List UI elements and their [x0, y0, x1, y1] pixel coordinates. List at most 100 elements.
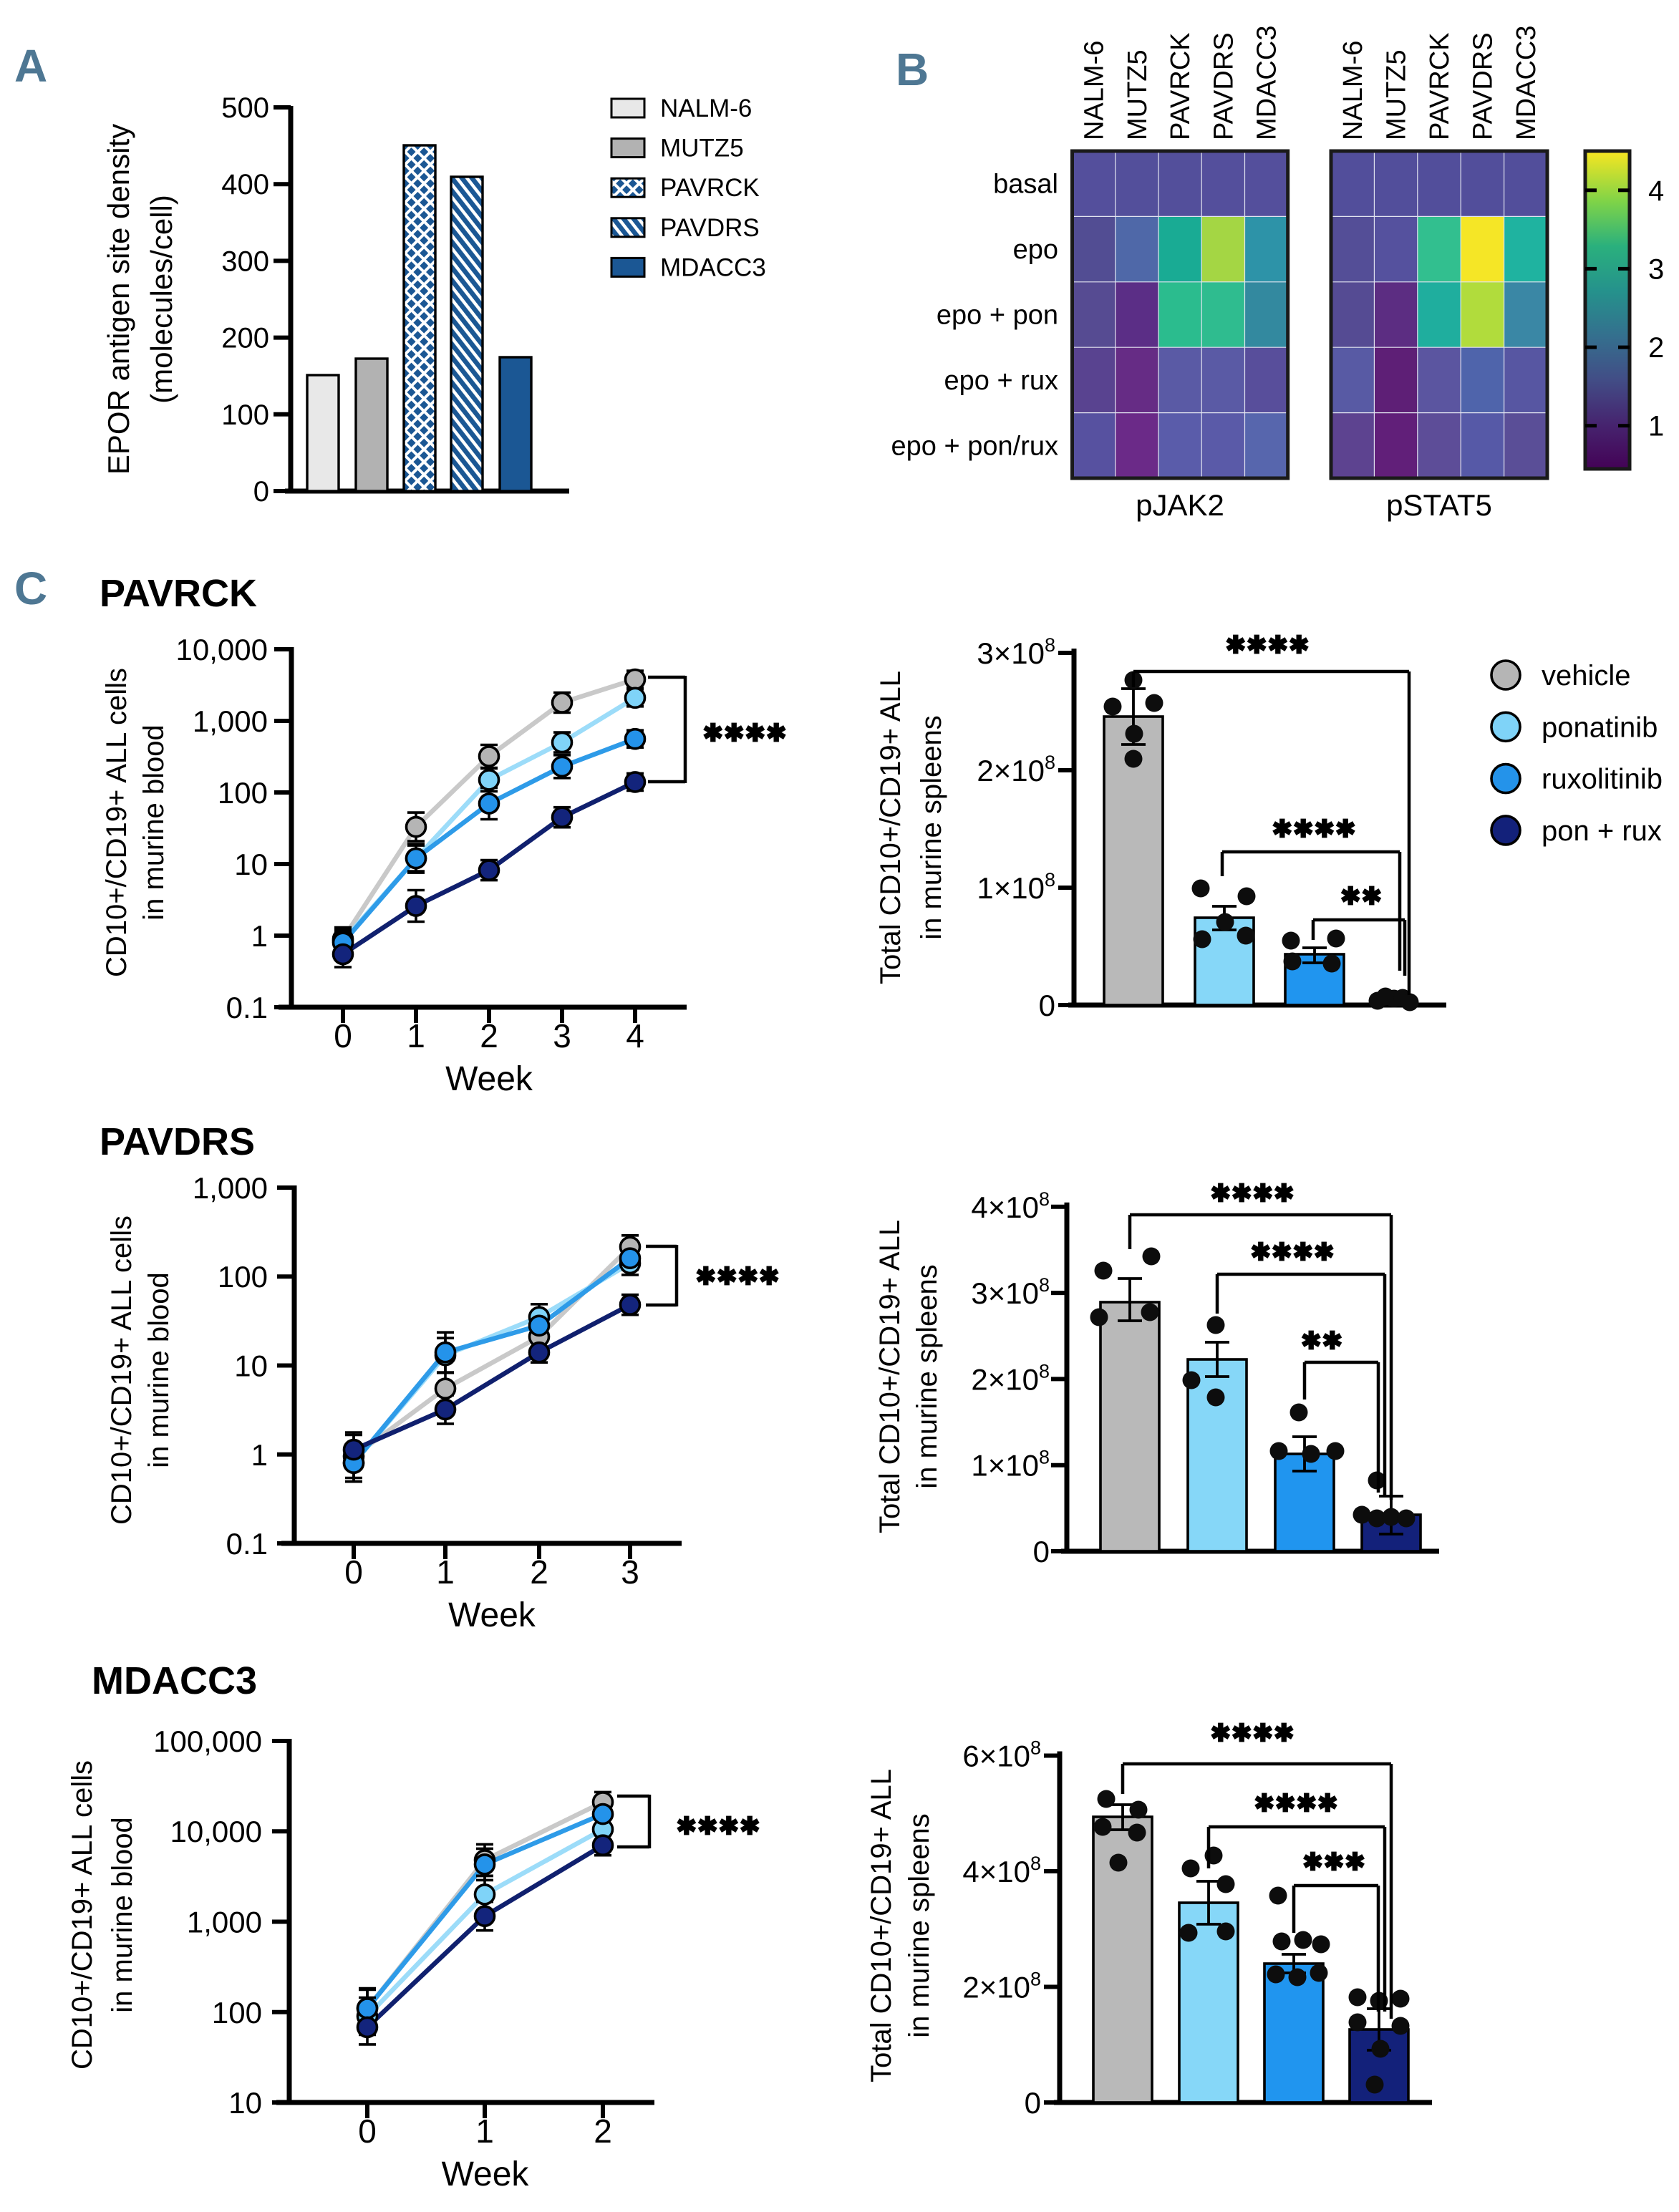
svg-text:basal: basal [993, 170, 1058, 200]
svg-text:in murine spleens: in murine spleens [904, 1813, 935, 2038]
svg-text:Total CD10+/CD19+ ALL: Total CD10+/CD19+ ALL [875, 671, 906, 984]
svg-text:2×108: 2×108 [977, 752, 1055, 787]
svg-text:in murine blood: in murine blood [143, 1272, 175, 1468]
svg-text:EPOR antigen site density: EPOR antigen site density [102, 124, 135, 475]
svg-text:NALM-6: NALM-6 [660, 94, 752, 122]
svg-text:2: 2 [594, 2112, 612, 2150]
svg-text:0.1: 0.1 [226, 1527, 268, 1561]
svg-text:2: 2 [1648, 332, 1664, 364]
svg-text:10,000: 10,000 [176, 633, 268, 666]
svg-text:(molecules/cell): (molecules/cell) [145, 195, 178, 404]
svg-text:NALM-6: NALM-6 [1338, 41, 1368, 140]
svg-text:300: 300 [221, 246, 269, 277]
svg-text:1: 1 [407, 1017, 425, 1054]
svg-text:PAVRCK: PAVRCK [1166, 32, 1196, 140]
svg-text:ponatinib: ponatinib [1542, 712, 1658, 743]
svg-text:pon + rux: pon + rux [1542, 815, 1662, 847]
svg-text:4×108: 4×108 [962, 1853, 1041, 1888]
svg-text:A: A [14, 40, 47, 92]
svg-text:2: 2 [530, 1553, 548, 1591]
svg-text:10: 10 [234, 848, 268, 881]
svg-text:MUTZ5: MUTZ5 [660, 135, 744, 162]
svg-text:0: 0 [358, 2112, 377, 2150]
svg-text:PAVDRS: PAVDRS [1468, 32, 1498, 140]
svg-text:MDACC3: MDACC3 [1252, 26, 1282, 140]
svg-text:6×108: 6×108 [962, 1737, 1041, 1773]
svg-text:PAVRCK: PAVRCK [660, 174, 760, 202]
svg-text:100,000: 100,000 [153, 1725, 262, 1758]
svg-text:pSTAT5: pSTAT5 [1386, 488, 1492, 522]
svg-text:1: 1 [1648, 411, 1664, 442]
svg-text:PAVDRS: PAVDRS [1209, 32, 1239, 140]
svg-text:10,000: 10,000 [170, 1815, 262, 1848]
svg-text:500: 500 [221, 92, 269, 124]
svg-text:MUTZ5: MUTZ5 [1382, 49, 1412, 140]
svg-text:1: 1 [251, 1438, 268, 1472]
svg-text:in murine spleens: in murine spleens [911, 1264, 943, 1489]
svg-text:1×108: 1×108 [977, 869, 1055, 905]
svg-text:3: 3 [1648, 253, 1664, 285]
svg-text:Week: Week [442, 2155, 530, 2193]
svg-text:100: 100 [218, 1260, 268, 1294]
svg-text:1: 1 [475, 2112, 494, 2150]
svg-text:0: 0 [344, 1553, 363, 1591]
svg-text:3: 3 [553, 1017, 571, 1054]
svg-text:0: 0 [253, 476, 269, 508]
svg-text:PAVRCK: PAVRCK [1425, 32, 1455, 140]
svg-text:Total CD10+/CD19+ ALL: Total CD10+/CD19+ ALL [874, 1220, 906, 1533]
svg-text:pJAK2: pJAK2 [1136, 488, 1224, 522]
svg-text:epo + rux: epo + rux [944, 366, 1059, 396]
svg-text:4: 4 [626, 1017, 644, 1054]
svg-text:3: 3 [621, 1553, 639, 1591]
svg-text:in murine blood: in murine blood [138, 724, 170, 921]
svg-text:2×108: 2×108 [962, 1969, 1041, 2004]
svg-text:1: 1 [436, 1553, 455, 1591]
svg-text:CD10+/CD19+ ALL cells: CD10+/CD19+ ALL cells [106, 1216, 137, 1525]
svg-text:2: 2 [480, 1017, 498, 1054]
svg-text:100: 100 [221, 399, 269, 431]
svg-text:PAVDRS: PAVDRS [100, 1120, 255, 1163]
svg-text:400: 400 [221, 169, 269, 200]
svg-text:Week: Week [448, 1596, 536, 1634]
svg-text:C: C [14, 563, 47, 614]
svg-text:MDACC3: MDACC3 [660, 253, 766, 281]
svg-text:MUTZ5: MUTZ5 [1123, 49, 1153, 140]
svg-text:Total CD10+/CD19+ ALL: Total CD10+/CD19+ ALL [866, 1769, 897, 2082]
svg-text:epo: epo [1013, 235, 1058, 265]
svg-text:10: 10 [234, 1349, 268, 1383]
svg-text:0.1: 0.1 [226, 991, 268, 1024]
svg-text:10: 10 [228, 2086, 262, 2120]
svg-text:0: 0 [334, 1017, 352, 1054]
svg-text:PAVDRS: PAVDRS [660, 214, 760, 242]
svg-text:PAVRCK: PAVRCK [100, 572, 257, 615]
svg-text:in murine spleens: in murine spleens [916, 715, 947, 940]
svg-text:B: B [896, 44, 929, 95]
svg-text:MDACC3: MDACC3 [1511, 26, 1542, 140]
svg-text:100: 100 [212, 1996, 262, 2029]
svg-text:0: 0 [1033, 1535, 1050, 1568]
svg-text:2×108: 2×108 [971, 1360, 1050, 1396]
svg-text:3×108: 3×108 [971, 1274, 1050, 1310]
svg-text:epo + pon: epo + pon [937, 301, 1058, 331]
svg-text:0: 0 [1039, 989, 1055, 1022]
svg-text:1,000: 1,000 [193, 704, 268, 738]
svg-text:CD10+/CD19+ ALL cells: CD10+/CD19+ ALL cells [67, 1760, 98, 2070]
svg-text:0: 0 [1025, 2086, 1041, 2120]
svg-text:1×108: 1×108 [971, 1447, 1050, 1483]
svg-text:ruxolitinib: ruxolitinib [1542, 764, 1663, 795]
svg-text:in murine blood: in murine blood [107, 1817, 138, 2013]
svg-text:4: 4 [1648, 175, 1664, 207]
svg-text:epo + pon/rux: epo + pon/rux [891, 431, 1058, 461]
svg-text:Week: Week [445, 1060, 533, 1098]
svg-text:4×108: 4×108 [971, 1188, 1050, 1224]
svg-text:CD10+/CD19+ ALL cells: CD10+/CD19+ ALL cells [101, 668, 132, 977]
svg-text:100: 100 [218, 776, 268, 810]
svg-text:MDACC3: MDACC3 [92, 1659, 257, 1702]
svg-text:3×108: 3×108 [977, 634, 1055, 670]
svg-text:1,000: 1,000 [193, 1171, 268, 1205]
svg-text:1,000: 1,000 [187, 1906, 262, 1939]
svg-text:vehicle: vehicle [1542, 660, 1631, 692]
svg-text:1: 1 [251, 919, 268, 953]
svg-text:200: 200 [221, 323, 269, 354]
svg-text:NALM-6: NALM-6 [1080, 41, 1110, 140]
